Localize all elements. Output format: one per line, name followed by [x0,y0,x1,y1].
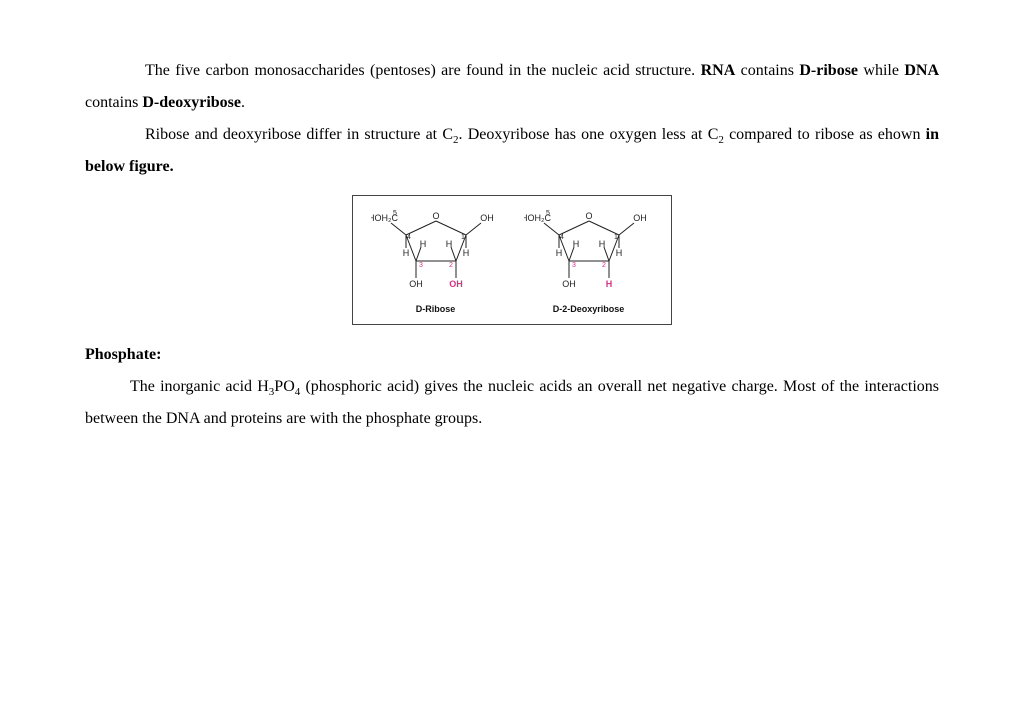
svg-text:H: H [419,239,426,249]
p1-text-5: . [241,94,245,111]
svg-text:OH: OH [480,213,494,223]
molecule-ribose: O HOH₂C 5 OH 4 1 H H H H 3 2 OH OH D-Rib… [371,203,501,318]
deoxyribose-label: D-2-Deoxyribose [524,300,654,318]
svg-text:H: H [445,239,452,249]
p1-ddeoxy: D-deoxyribose [142,94,241,111]
p1-dribose: D-ribose [799,62,858,79]
p2-text-3: compared to ribose as ehown [729,126,926,143]
svg-text:2: 2 [602,262,606,269]
phosphate-heading: Phosphate: [85,339,939,371]
deoxyribose-svg: O HOH₂C 5 OH 4 1 H H H H 3 2 OH H [524,203,654,298]
molecule-deoxyribose: O HOH₂C 5 OH 4 1 H H H H 3 2 OH H D-2-De… [524,203,654,318]
svg-text:OH: OH [633,213,647,223]
svg-text:H: H [605,279,612,289]
paragraph-2: Ribose and deoxyribose differ in structu… [85,119,939,183]
svg-text:3: 3 [419,262,423,269]
ribose-svg: O HOH₂C 5 OH 4 1 H H H H 3 2 OH OH [371,203,501,298]
svg-text:O: O [585,211,592,221]
svg-text:5: 5 [393,210,397,217]
svg-text:1: 1 [461,234,465,241]
phos-t2: PO [274,378,294,395]
p1-rna: RNA [701,62,736,79]
p1-text-2: contains [741,62,800,79]
p1-text-3: while [863,62,904,79]
p2-sub-2: 2 [718,134,724,146]
svg-text:OH: OH [449,279,463,289]
svg-text:3: 3 [572,262,576,269]
svg-text:O: O [432,211,439,221]
ribose-label: D-Ribose [371,300,501,318]
p2-text-1: Ribose and deoxyribose differ in structu… [145,126,453,143]
p1-text-4: contains [85,94,142,111]
svg-text:5: 5 [546,210,550,217]
phos-t1: The inorganic acid H [130,378,269,395]
svg-text:OH: OH [409,279,423,289]
svg-text:4: 4 [407,234,411,241]
svg-text:OH: OH [562,279,576,289]
svg-text:4: 4 [560,234,564,241]
svg-text:H: H [615,248,622,258]
svg-text:H: H [555,248,562,258]
paragraph-phosphate: The inorganic acid H3PO4 (phosphoric aci… [85,371,939,435]
page-content: The five carbon monosaccharides (pentose… [0,0,1024,435]
svg-text:2: 2 [449,262,453,269]
svg-text:H: H [462,248,469,258]
svg-text:1: 1 [614,234,618,241]
p1-text-1: The five carbon monosaccharides (pentose… [145,62,701,79]
p1-dna: DNA [904,62,939,79]
svg-text:H: H [572,239,579,249]
svg-text:H: H [402,248,409,258]
p2-text-2: . Deoxyribose has one oxygen less at C [459,126,719,143]
paragraph-1: The five carbon monosaccharides (pentose… [85,55,939,119]
figure-box: O HOH₂C 5 OH 4 1 H H H H 3 2 OH OH D-Rib… [352,195,672,325]
svg-text:H: H [598,239,605,249]
